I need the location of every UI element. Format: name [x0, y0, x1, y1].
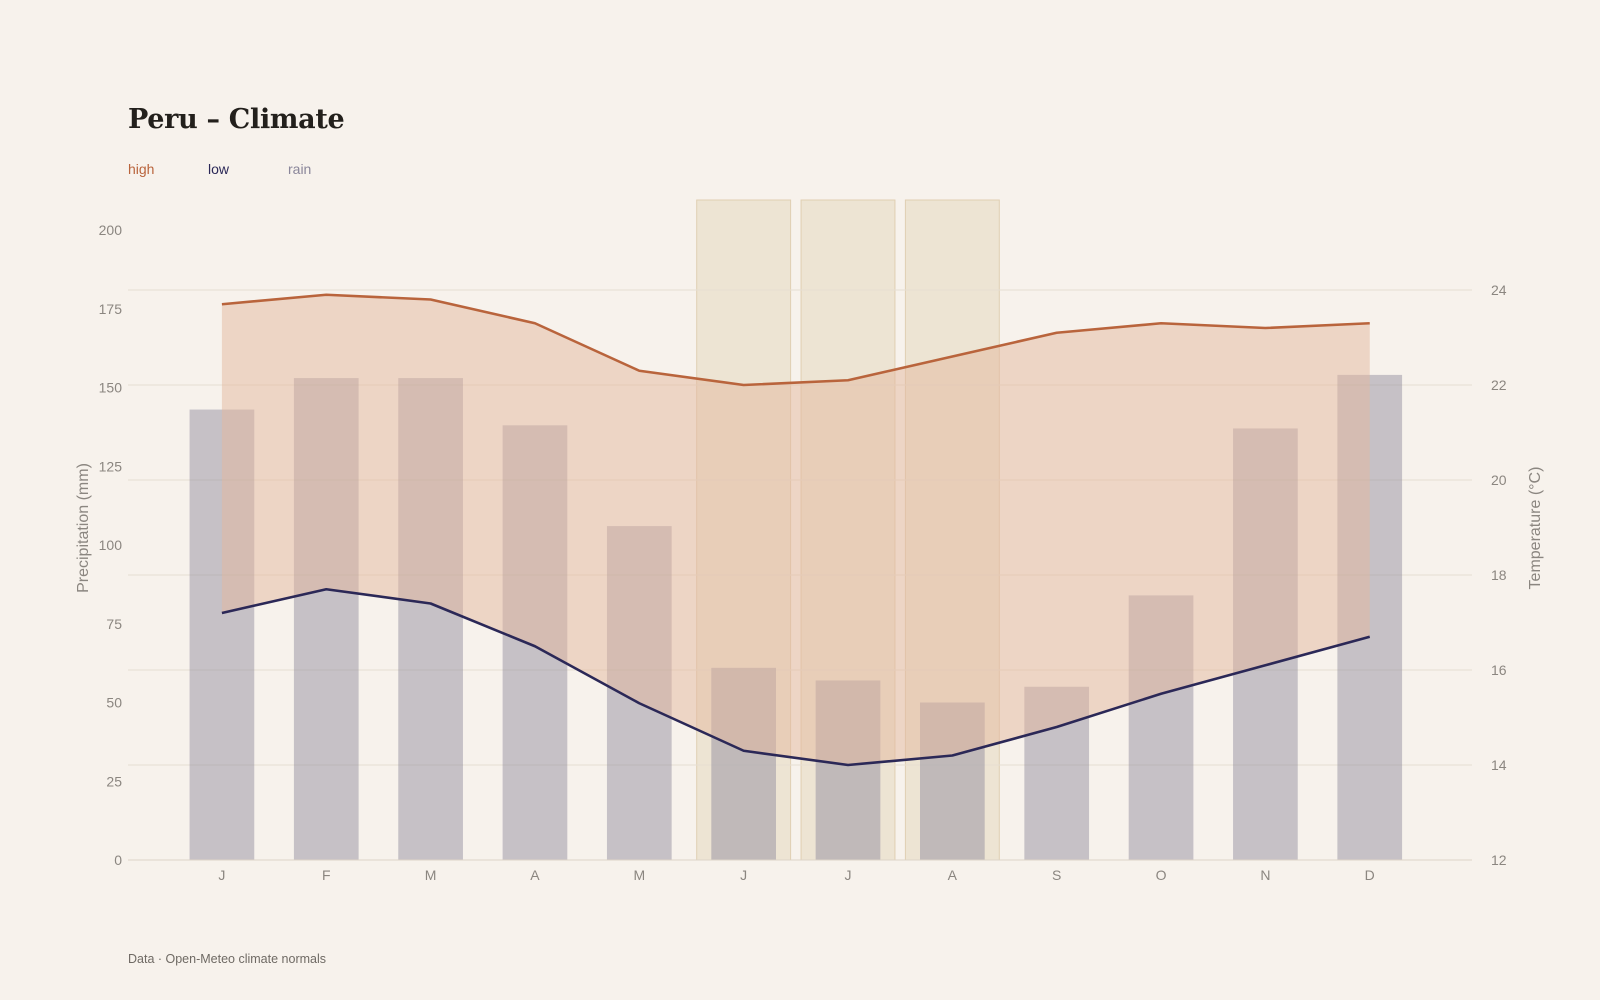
month-label: M	[633, 867, 645, 883]
month-label: D	[1365, 867, 1375, 883]
legend-low: low	[208, 161, 230, 177]
month-label: J	[740, 867, 747, 883]
left-tick-label: 25	[106, 773, 122, 789]
right-tick-label: 16	[1491, 662, 1507, 678]
left-tick-label: 125	[99, 458, 123, 474]
legend-rain: rain	[288, 161, 312, 177]
month-label: J	[845, 867, 852, 883]
left-tick-label: 75	[106, 616, 122, 632]
month-label: J	[218, 867, 225, 883]
left-tick-label: 175	[99, 301, 123, 317]
left-tick-label: 50	[106, 695, 122, 711]
low-temperature-line	[221, 587, 1371, 767]
month-label: N	[1260, 867, 1270, 883]
right-tick-label: 24	[1491, 282, 1507, 298]
right-tick-label: 14	[1491, 757, 1507, 773]
left-tick-label: 150	[99, 380, 123, 396]
left-axis-title: Precipitation (mm)	[75, 463, 92, 593]
month-label: O	[1156, 867, 1167, 883]
left-tick-label: 0	[114, 852, 122, 868]
month-label: M	[425, 867, 437, 883]
left-tick-label: 100	[99, 537, 123, 553]
right-tick-label: 22	[1491, 377, 1507, 393]
left-tick-label: 200	[99, 222, 123, 238]
month-label: F	[322, 867, 331, 883]
right-tick-label: 12	[1491, 852, 1507, 868]
source-note: Data · Open-Meteo climate normals	[128, 952, 326, 966]
month-label: A	[948, 867, 958, 883]
right-axis-title: Temperature (°C)	[1527, 467, 1544, 590]
right-tick-label: 20	[1491, 472, 1507, 488]
high-temperature-line	[221, 293, 1370, 387]
legend-high: high	[128, 161, 155, 177]
temperature-band	[221, 294, 1370, 765]
month-label: S	[1052, 867, 1061, 883]
right-tick-label: 18	[1491, 567, 1507, 583]
month-label: A	[530, 867, 540, 883]
chart-title: Peru – Climate	[128, 104, 345, 135]
